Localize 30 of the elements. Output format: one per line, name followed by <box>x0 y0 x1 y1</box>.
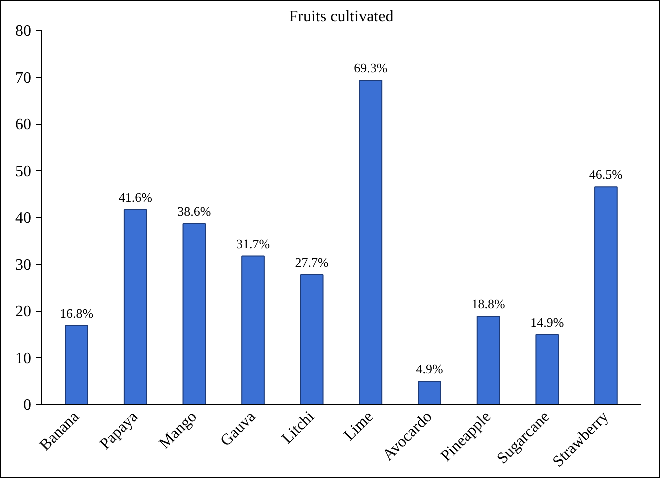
chart-title: Fruits cultivated <box>289 8 394 26</box>
data-label: 41.6% <box>118 190 153 206</box>
data-label: 27.7% <box>295 255 330 270</box>
data-label: 18.8% <box>472 296 506 312</box>
bar <box>242 256 265 404</box>
data-label: 16.8% <box>60 306 94 321</box>
y-tick-label: 10 <box>16 350 32 368</box>
y-tick-label: 30 <box>16 256 32 274</box>
y-tick-label: 60 <box>16 116 32 134</box>
bar <box>418 381 442 404</box>
bar <box>65 325 88 404</box>
data-label: 38.6% <box>178 204 212 220</box>
y-tick-label: 50 <box>16 163 32 180</box>
data-label: 69.3% <box>354 60 388 76</box>
y-tick-label: 70 <box>16 70 32 87</box>
data-label: 46.5% <box>589 167 624 182</box>
data-label: 14.9% <box>530 314 564 330</box>
y-tick-label: 0 <box>24 397 32 414</box>
data-label: 4.9% <box>416 362 444 377</box>
bar <box>124 210 148 404</box>
bar <box>594 186 618 404</box>
y-tick-label: 40 <box>16 210 32 227</box>
bar <box>359 80 383 404</box>
y-tick-label: 80 <box>16 23 32 40</box>
y-tick-label: 20 <box>16 304 32 320</box>
bar <box>476 316 500 404</box>
bar <box>300 274 324 404</box>
bar <box>536 334 560 404</box>
data-label: 31.7% <box>236 236 270 252</box>
bar <box>182 224 206 404</box>
